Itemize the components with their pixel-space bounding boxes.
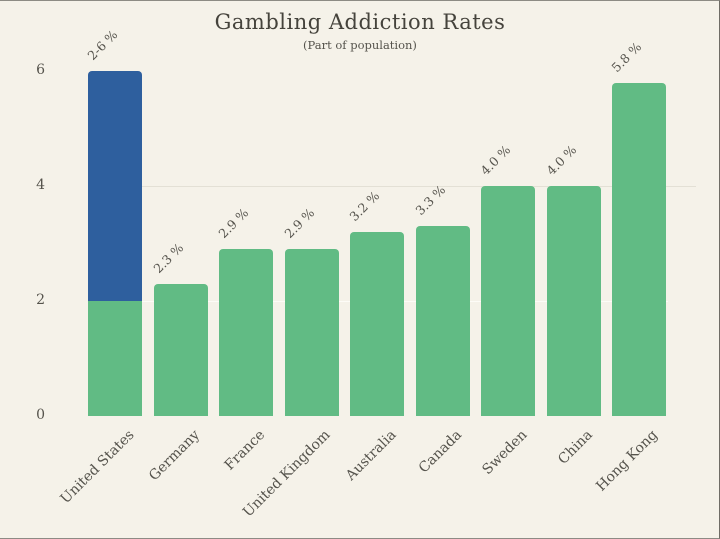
value-label-france: 2.9 %: [215, 205, 252, 242]
y-axis-tick-0: 0: [36, 407, 45, 423]
x-axis-label-sweden: Sweden: [479, 427, 531, 479]
chart-title: Gambling Addiction Rates: [214, 10, 506, 34]
x-axis-label-france: France: [221, 427, 269, 474]
bar-china: [546, 186, 601, 416]
bar-united-states: [88, 71, 142, 416]
x-axis-label-hong-kong: Hong Kong: [593, 427, 662, 495]
bar-united-states-segment-0-2: [88, 301, 142, 416]
bar-canada: [415, 226, 470, 416]
x-axis-label-australia: Australia: [342, 427, 400, 484]
bar-australia: [350, 232, 404, 416]
x-axis-label-china: China: [555, 427, 596, 468]
bar-france: [219, 249, 273, 416]
value-label-sweden: 4.0 %: [477, 142, 514, 178]
value-label-germany: 2.3 %: [149, 239, 186, 276]
bar-sweden: [481, 186, 535, 416]
value-label-canada: 3.3 %: [411, 182, 448, 219]
x-axis-label-united-states: United States: [57, 427, 138, 508]
y-axis-tick-4: 4: [36, 177, 45, 193]
bar-hong-kong: [612, 82, 666, 416]
x-axis-label-germany: Germany: [145, 427, 203, 485]
chart-subtitle: (Part of population): [303, 38, 417, 52]
x-axis-label-canada: Canada: [415, 427, 465, 477]
y-axis-tick-2: 2: [36, 292, 45, 308]
y-axis-tick-6: 6: [36, 62, 45, 78]
bar-united-states-segment-2-6: [88, 71, 142, 301]
value-label-australia: 3.2 %: [346, 188, 383, 224]
gridline-y4: [88, 186, 696, 187]
bar-germany: [153, 283, 208, 416]
value-label-china: 4.0 %: [542, 142, 579, 178]
value-label-united-kingdom: 2.9 %: [280, 205, 317, 242]
bar-united-kingdom: [284, 249, 339, 416]
